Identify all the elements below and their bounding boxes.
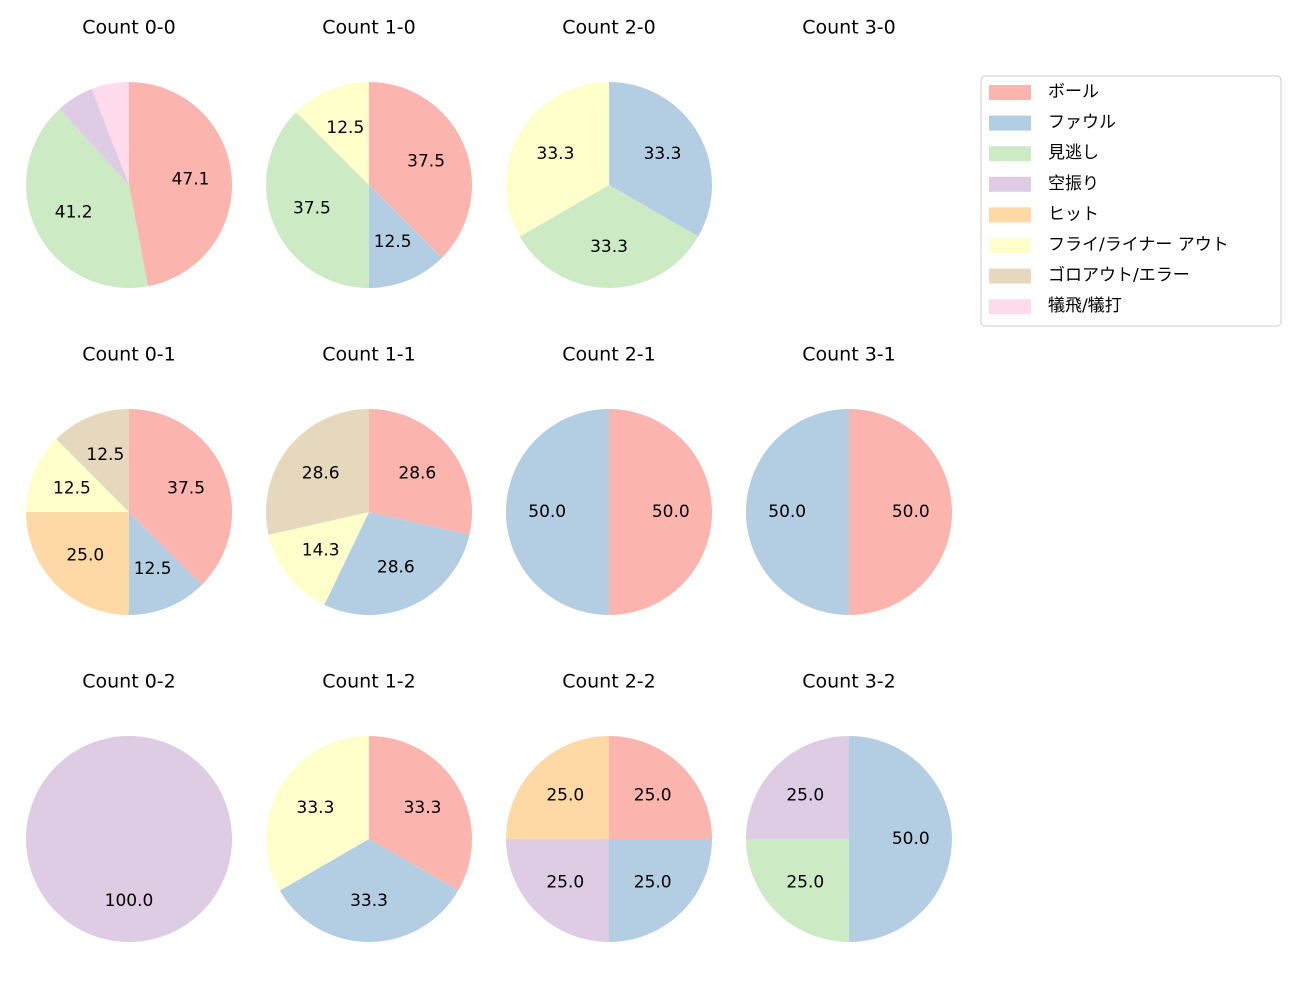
chart-title: Count 0-2 (82, 671, 176, 693)
pie-slice (369, 736, 472, 891)
pie-slice (746, 839, 849, 942)
chart-title: Count 1-2 (322, 671, 416, 693)
chart-title: Count 0-1 (82, 344, 176, 366)
chart-title: Count 0-0 (82, 17, 176, 39)
pie-slice (266, 736, 369, 891)
data-label: 28.6 (398, 463, 436, 483)
data-label: 12.5 (134, 559, 172, 579)
legend-label: ボール (1048, 82, 1099, 102)
pie-slice (506, 82, 609, 237)
data-label: 50.0 (892, 829, 930, 849)
legend-label: ゴロアウト/エラー (1048, 265, 1190, 286)
legend-label: 見逃し (1048, 143, 1099, 163)
chart-title: Count 1-0 (322, 17, 416, 39)
pie-slice (609, 82, 712, 237)
data-label: 50.0 (652, 502, 690, 522)
pie-slice (506, 409, 609, 615)
pie-slice (266, 112, 369, 288)
pie-slice (369, 409, 473, 535)
pie-slice (26, 512, 129, 615)
data-label: 37.5 (167, 478, 205, 498)
pie-slice (746, 736, 849, 839)
data-label: 12.5 (326, 118, 364, 138)
legend-label: 犠飛/犠打 (1048, 296, 1122, 316)
data-label: 25.0 (546, 873, 584, 893)
legend-swatch (989, 176, 1031, 192)
legend-label: ヒット (1048, 204, 1099, 224)
pie-slice (519, 185, 699, 288)
legend-swatch (989, 207, 1031, 223)
data-label: 100.0 (105, 891, 154, 911)
legend-swatch (989, 238, 1031, 253)
pie-slice (56, 409, 130, 512)
pie-slice (849, 409, 952, 615)
pie-slice (296, 82, 369, 185)
pie-slice (506, 839, 609, 942)
pie-slice (609, 839, 712, 942)
pie-slice (26, 439, 129, 512)
pie-slice (129, 512, 202, 615)
pie-slice (324, 512, 470, 615)
data-label: 37.5 (407, 151, 445, 171)
data-label: 33.3 (404, 798, 442, 818)
chart-title: Count 2-2 (562, 671, 656, 693)
data-label: 12.5 (53, 478, 91, 498)
chart-title: Count 3-2 (802, 671, 896, 693)
legend-label: フライ/ライナー アウト (1048, 235, 1229, 255)
data-label: 37.5 (293, 199, 331, 219)
data-label: 25.0 (786, 785, 824, 805)
data-label: 28.6 (302, 463, 340, 483)
data-label: 25.0 (546, 785, 584, 805)
data-label: 25.0 (786, 873, 824, 893)
chart-title: Count 3-0 (802, 17, 896, 39)
data-label: 25.0 (66, 546, 104, 566)
pie-slice (59, 88, 129, 185)
data-label: 25.0 (634, 785, 672, 805)
data-label: 12.5 (86, 445, 124, 465)
data-label: 50.0 (528, 502, 566, 522)
chart-title: Count 3-1 (802, 344, 896, 366)
pie-slice (26, 736, 232, 942)
legend-swatch (989, 268, 1031, 284)
legend-box (980, 75, 1282, 327)
chart-title: Count 1-1 (322, 344, 416, 366)
legend-swatch (989, 146, 1031, 162)
data-label: 33.3 (537, 144, 575, 164)
pie-slice (129, 409, 232, 585)
legend-swatch (989, 85, 1031, 100)
data-label: 41.2 (55, 203, 93, 223)
data-label: 50.0 (892, 502, 930, 522)
pie-slice (369, 185, 442, 288)
data-label: 33.3 (350, 891, 388, 911)
pie-slice (26, 108, 148, 288)
pie-slice (506, 736, 609, 839)
data-label: 47.1 (172, 169, 210, 189)
pie-slice (609, 736, 712, 839)
pie-slice (849, 736, 952, 942)
legend-swatch (989, 115, 1031, 131)
data-label: 25.0 (634, 873, 672, 893)
data-label: 50.0 (768, 502, 806, 522)
data-label: 12.5 (374, 232, 412, 252)
pie-slice (91, 82, 129, 185)
legend-label: ファウル (1048, 113, 1116, 133)
data-label: 28.6 (377, 558, 415, 578)
data-label: 33.3 (590, 237, 628, 257)
data-label: 14.3 (302, 541, 340, 561)
data-label: 33.3 (297, 798, 335, 818)
legend-label: 空振り (1048, 174, 1099, 194)
pie-slice (746, 409, 849, 615)
data-label: 33.3 (644, 144, 682, 164)
pie-slice (369, 82, 472, 258)
legend-swatch (989, 299, 1031, 315)
pie-slice (609, 409, 712, 615)
chart-title: Count 2-1 (562, 344, 656, 366)
chart-title: Count 2-0 (562, 17, 656, 39)
pie-slice (268, 512, 369, 605)
pie-slice (266, 409, 369, 535)
pie-slice (129, 82, 232, 287)
